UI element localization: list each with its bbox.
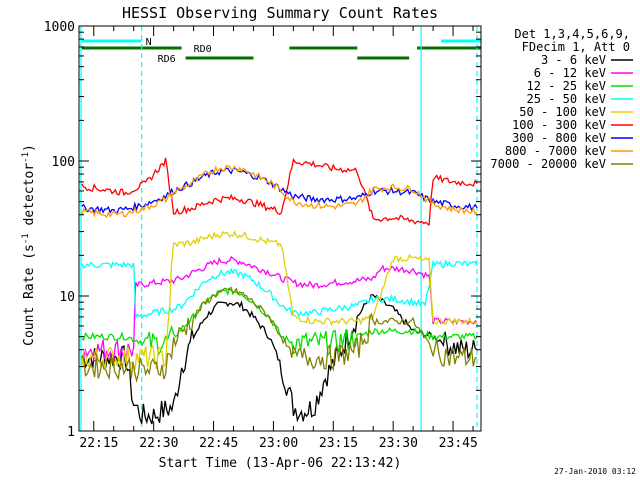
y-tick-label: 100 [52,155,75,170]
x-tick-label: 23:15 [319,436,358,451]
series-lines [81,157,478,425]
vertical-markers [80,26,478,431]
legend-item-label: 6 - 12 keV [534,66,606,80]
y-tick-label: 1000 [44,20,75,35]
y-tick-label: 1 [67,425,75,440]
legend-item-label: 800 - 7000 keV [505,144,606,158]
series-line [81,286,478,357]
y-axis-label-main: Count Rate (s [22,244,37,346]
legend-item-label: 100 - 300 keV [512,118,606,132]
legend-item-label: 300 - 800 keV [512,131,606,145]
series-line [81,255,478,363]
y-axis-label-sup2: -1 [21,152,31,163]
flag-label: N [146,37,152,48]
legend-item-label: 3 - 6 keV [541,53,606,67]
y-tick-label: 10 [59,290,75,305]
x-tick-label: 22:15 [79,436,118,451]
y-axis-label-sup1: -1 [21,233,31,244]
y-axis-label: Count Rate (s-1 detector-1) [21,144,37,346]
flag-label: RD0 [194,44,212,55]
y-axis-label-mid: detector [22,163,37,234]
flag-label: RD6 [158,54,176,65]
legend-item-label: 50 - 100 keV [519,105,606,119]
series-line [81,258,478,321]
legend-item-label: 25 - 50 keV [527,92,606,106]
chart-title: HESSI Observing Summary Count Rates [122,4,438,22]
x-tick-label: 23:00 [259,436,298,451]
x-tick-label: 23:45 [439,436,478,451]
footer-timestamp: 27-Jan-2010 03:12 [554,467,636,476]
y-axis-label-end: ) [22,144,37,152]
series-line [81,287,478,383]
series-line [81,294,478,425]
legend-item-label: 12 - 25 keV [527,79,606,93]
x-tick-label: 22:30 [139,436,178,451]
series-line [81,230,478,370]
x-axis-label: Start Time (13-Apr-06 22:13:42) [159,456,402,471]
x-tick-label: 22:45 [199,436,238,451]
x-tick-label: 23:30 [379,436,418,451]
legend-header-line-1: Det 1,3,4,5,6,9, [514,27,630,41]
legend-item-label: 7000 - 20000 keV [490,157,606,171]
series-line [81,157,478,227]
series-line [81,164,478,219]
legend-header-line-2: FDecim 1, Att 0 [522,40,630,54]
plot-frame [78,25,482,432]
flag-bars: N RD0 RD6 [81,37,481,65]
legend: Det 1,3,4,5,6,9, FDecim 1, Att 0 3 - 6 k… [490,27,633,171]
x-axis-ticks: 22:15 22:30 22:45 23:00 23:15 23:30 23:45 [79,26,478,451]
y-axis-ticks: 1 10 100 1000 [44,20,481,440]
